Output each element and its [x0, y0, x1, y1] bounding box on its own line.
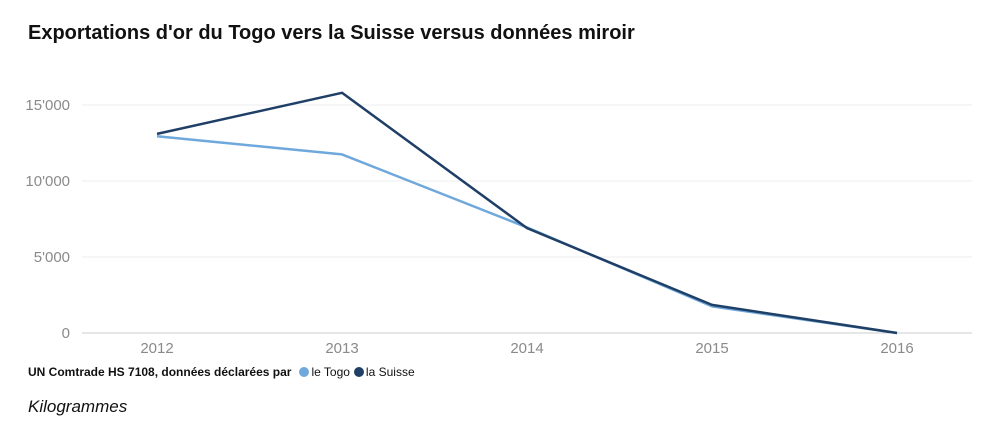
legend-item-togo[interactable]: le Togo — [299, 365, 350, 379]
series-line-suisse — [156, 91, 898, 335]
chart-title: Exportations d'or du Togo vers la Suisse… — [28, 22, 635, 44]
y-tick-label: 0 — [62, 325, 70, 342]
series-line-togo — [156, 134, 898, 335]
legend-label-togo: le Togo — [311, 365, 350, 379]
legend: UN Comtrade HS 7108, données déclarées p… — [28, 365, 419, 379]
unit-note: Kilogrammes — [28, 397, 128, 416]
x-tick-label: 2012 — [140, 340, 173, 357]
gridlines — [82, 104, 972, 334]
y-tick-label: 15'000 — [25, 97, 70, 114]
y-tick-label: 10'000 — [25, 173, 70, 190]
legend-label-suisse: la Suisse — [365, 365, 415, 379]
x-tick-label: 2016 — [880, 340, 913, 357]
legend-dot-suisse — [353, 367, 364, 377]
x-axis-ticks: 2012 2013 2014 2015 2016 — [140, 340, 913, 357]
x-tick-label: 2013 — [325, 340, 358, 357]
legend-item-suisse[interactable]: la Suisse — [353, 365, 415, 379]
series-lines — [156, 91, 898, 335]
legend-prefix: UN Comtrade HS 7108, données déclarées p… — [28, 365, 292, 379]
y-tick-label: 5'000 — [34, 249, 70, 266]
legend-dot-togo — [299, 367, 310, 377]
y-axis-ticks: 0 5'000 10'000 15'000 — [25, 97, 70, 342]
x-tick-label: 2014 — [510, 340, 543, 357]
x-tick-label: 2015 — [695, 340, 728, 357]
